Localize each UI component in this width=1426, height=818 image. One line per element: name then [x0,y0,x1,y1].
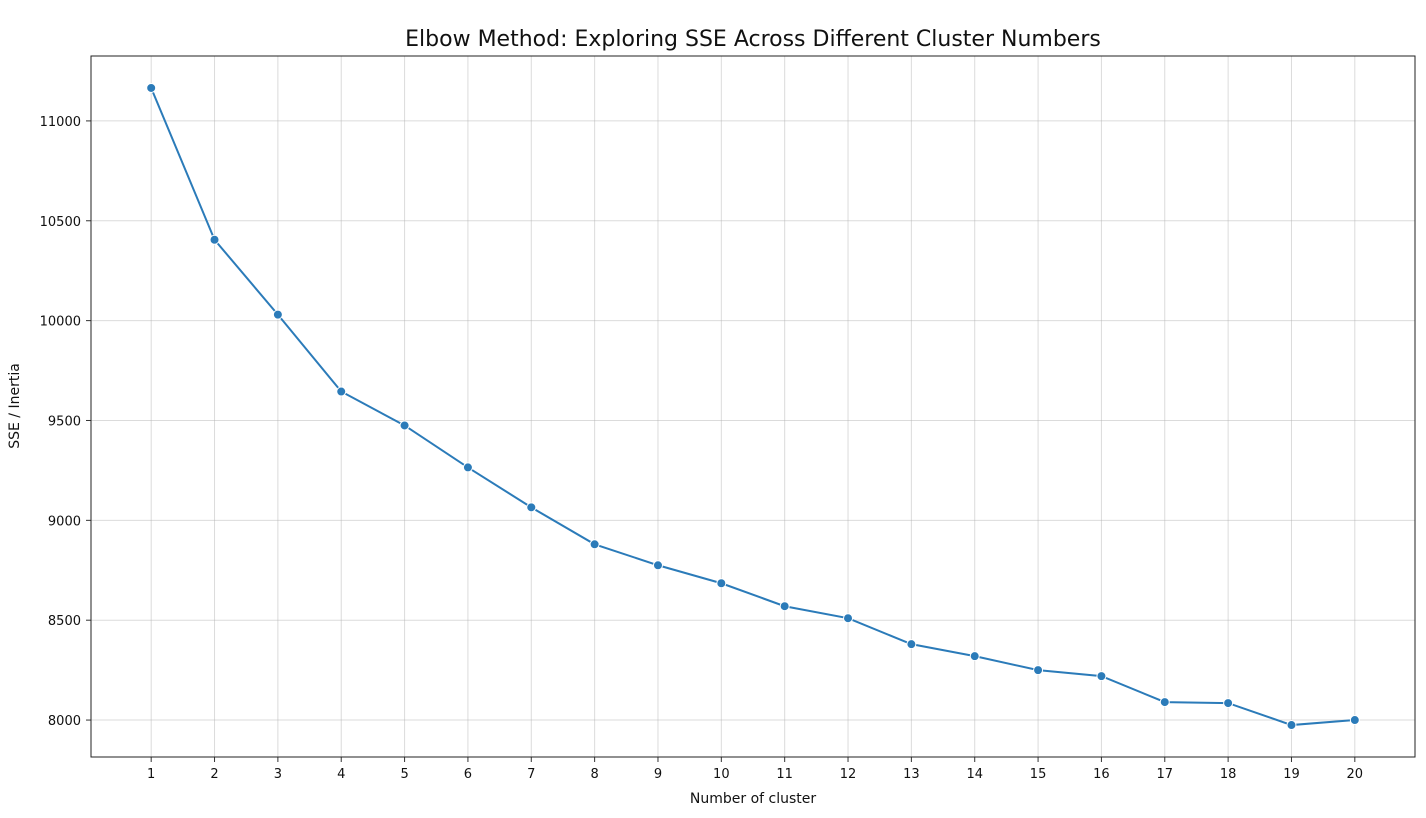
data-point-k4 [336,386,347,397]
plot-frame [90,55,1416,758]
axis-ticks: 1 2 3 4 5 6 7 8 9 10 11 12 13 14 15 16 17 18 19 20800085009… [40,115,1363,782]
x-tick-label: 20 [1347,767,1364,782]
data-point-k5 [399,420,410,431]
data-point-k11 [779,601,790,612]
data-point-k9 [652,560,663,571]
x-tick-label: 17 [1156,767,1173,782]
x-tick-label: 16 [1093,767,1110,782]
chart-title: Elbow Method: Exploring SSE Across Diffe… [405,27,1101,52]
x-tick-label: 5 [400,767,408,782]
x-tick-label: 11 [776,767,793,782]
data-point-k20 [1349,715,1360,726]
data-point-k3 [272,309,283,320]
series-points [146,82,1360,731]
x-tick-label: 13 [903,767,920,782]
series-line-sse [150,87,1355,727]
x-tick-label: 12 [840,767,857,782]
data-point-k17 [1159,697,1170,708]
y-tick-label: 9000 [48,514,81,529]
x-tick-label: 15 [1030,767,1047,782]
data-point-k10 [716,578,727,589]
x-tick-label: 1 [147,767,155,782]
x-tick-label: 19 [1283,767,1300,782]
y-tick-label: 11000 [40,115,81,130]
data-point-k14 [969,651,980,662]
x-tick-label: 8 [590,767,598,782]
y-tick-label: 8000 [48,714,81,729]
data-point-k7 [526,502,537,513]
data-point-k1 [146,82,157,93]
y-tick-label: 10000 [40,315,81,330]
data-point-k15 [1033,665,1044,676]
x-tick-label: 18 [1220,767,1237,782]
y-tick-label: 10500 [40,215,81,230]
x-axis-label: Number of cluster [690,791,816,807]
data-point-k13 [906,639,917,650]
x-tick-label: 10 [713,767,730,782]
x-tick-label: 4 [337,767,345,782]
data-point-k16 [1096,671,1107,682]
data-point-k19 [1286,720,1297,731]
x-tick-label: 2 [210,767,218,782]
data-point-k8 [589,539,600,550]
y-tick-label: 8500 [48,614,81,629]
data-point-k12 [843,613,854,624]
x-tick-label: 9 [654,767,662,782]
x-tick-label: 6 [464,767,472,782]
data-point-k2 [209,234,220,245]
y-axis-label: SSE / Inertia [7,363,23,449]
y-tick-label: 9500 [48,414,81,429]
data-point-k6 [462,462,473,473]
data-point-k18 [1223,698,1234,709]
grid [91,56,1415,757]
x-tick-label: 14 [966,767,983,782]
x-tick-label: 7 [527,767,535,782]
x-tick-label: 3 [274,767,282,782]
